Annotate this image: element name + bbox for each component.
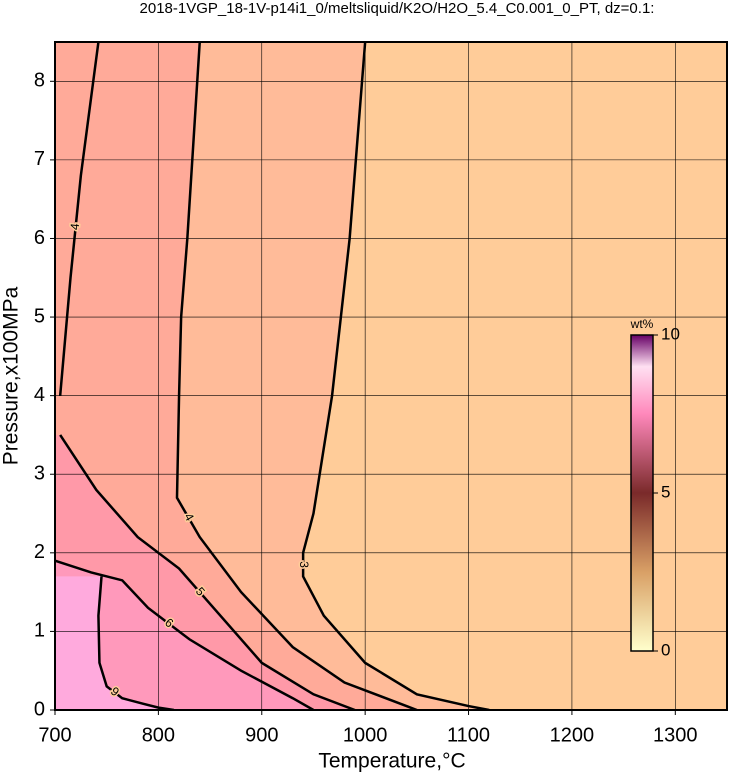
contour-line [301,42,490,710]
colorbar-label: wt% [630,317,654,331]
x-tick-label: 900 [245,724,278,746]
y-tick-label: 4 [34,384,45,406]
colorbar-tick-label: 10 [661,324,680,343]
y-tick-label: 0 [34,698,45,720]
y-tick-label: 1 [34,620,45,642]
contour-label: 4 [68,222,83,230]
x-tick-label: 1200 [550,724,595,746]
colorbar-tick-label: 0 [661,640,670,659]
colorbar-tick-label: 5 [661,482,670,501]
y-tick-label: 8 [34,70,45,92]
y-tick-label: 7 [34,148,45,170]
contour-line [59,434,356,710]
x-tick-label: 700 [38,724,71,746]
contour-line [97,576,175,710]
y-tick-label: 3 [34,463,45,485]
colorbar [630,334,654,652]
contour-label: 3 [297,561,311,568]
x-axis-label: Temperature,°C [318,750,465,773]
y-tick-label: 2 [34,541,45,563]
x-tick-label: 1000 [343,724,388,746]
plot-frame [54,41,728,711]
contour-line [55,559,315,710]
chart-title: 2018-1VGP_18-1V-p14i1_0/meltsliquid/K2O/… [140,0,655,17]
y-tick-label: 6 [34,227,45,249]
y-tick-label: 5 [34,305,45,327]
y-axis-label: Pressure,x100MPa [0,286,23,465]
x-tick-label: 800 [142,724,175,746]
contour-fill [55,576,174,710]
x-tick-label: 1300 [653,724,698,746]
x-tick-label: 1100 [447,724,490,746]
